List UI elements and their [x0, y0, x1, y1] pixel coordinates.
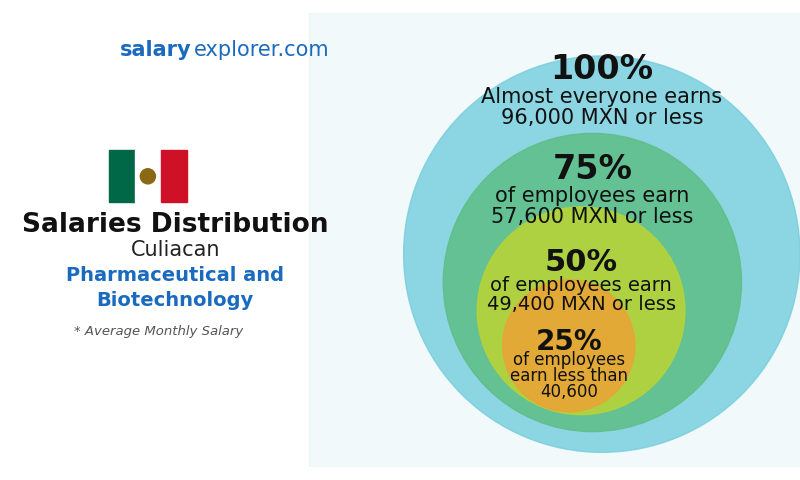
Text: of employees: of employees	[513, 351, 625, 370]
Circle shape	[443, 133, 742, 432]
Bar	[109, 150, 135, 202]
Text: 100%: 100%	[550, 53, 654, 86]
Text: 40,600: 40,600	[540, 384, 598, 401]
Text: 50%: 50%	[545, 248, 618, 276]
Text: earn less than: earn less than	[510, 367, 628, 385]
Circle shape	[502, 280, 635, 412]
Text: 57,600 MXN or less: 57,600 MXN or less	[491, 207, 694, 227]
Text: of employees earn: of employees earn	[495, 186, 690, 206]
Circle shape	[140, 169, 155, 184]
Text: 96,000 MXN or less: 96,000 MXN or less	[501, 108, 703, 128]
Text: of employees earn: of employees earn	[490, 276, 672, 295]
Bar	[161, 150, 186, 202]
Text: salary: salary	[120, 40, 191, 60]
Text: 25%: 25%	[535, 328, 602, 356]
Text: Culiacan: Culiacan	[130, 240, 220, 260]
Circle shape	[404, 56, 800, 452]
Circle shape	[478, 207, 685, 415]
Text: Salaries Distribution: Salaries Distribution	[22, 212, 329, 238]
Text: explorer.com: explorer.com	[194, 40, 330, 60]
Text: 49,400 MXN or less: 49,400 MXN or less	[486, 295, 675, 314]
Bar	[310, 13, 800, 467]
Bar	[135, 150, 161, 202]
Text: Almost everyone earns: Almost everyone earns	[482, 87, 722, 107]
Text: 75%: 75%	[553, 153, 632, 186]
Text: * Average Monthly Salary: * Average Monthly Salary	[74, 325, 243, 338]
Text: Pharmaceutical and
Biotechnology: Pharmaceutical and Biotechnology	[66, 266, 284, 311]
